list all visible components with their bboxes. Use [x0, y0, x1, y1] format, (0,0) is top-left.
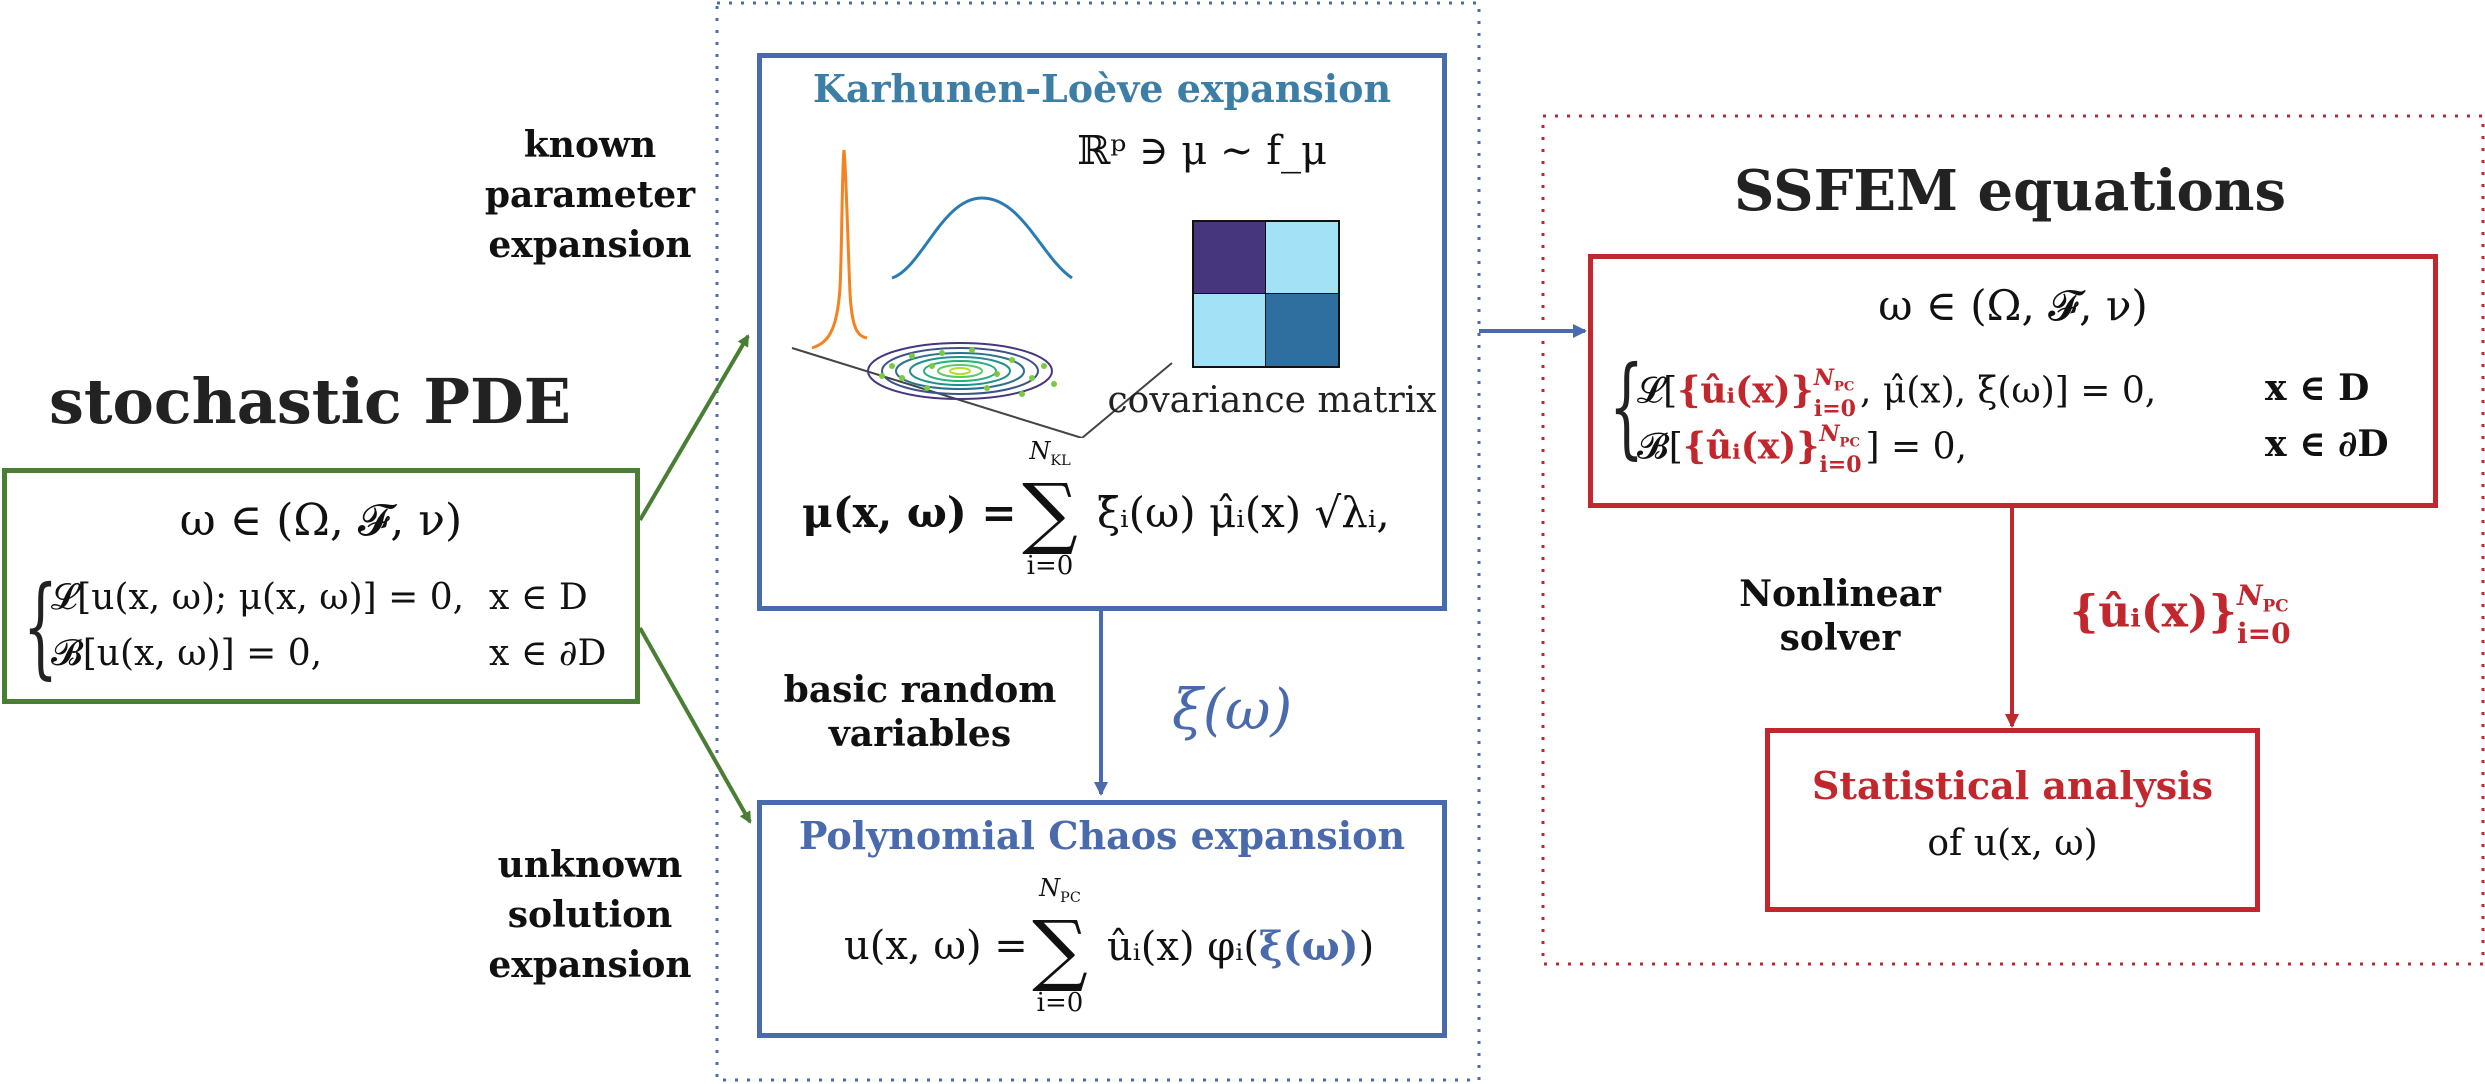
unknown-solution-label: unknown solution expansion	[488, 844, 692, 986]
left-brace: {	[23, 562, 58, 690]
basic-random-variables-label: basic random variables	[783, 669, 1057, 755]
left-eq1: 𝓛[u(x, ω); μ(x, ω)] = 0,	[51, 577, 465, 618]
right-dotted-frame	[1541, 114, 2485, 966]
stochastic-pde-box: ω ∈ (Ω, 𝓕, ν) { 𝓛[u(x, ω); μ(x, ω)] = 0,…	[2, 468, 640, 704]
pc-lhs: u(x, ω) =	[844, 923, 1028, 969]
ssfem-prob-space: ω ∈ (Ω, 𝓕, ν)	[1878, 281, 2148, 330]
kl-rhs: ξ̄ᵢ(ω) μ̂ᵢ(x) √λᵢ,	[1097, 488, 1390, 537]
kl-lhs: μ(x, ω) =	[802, 488, 1017, 537]
cov-cell-12	[1266, 222, 1338, 294]
left-eq2: 𝓑[u(x, ω)] = 0,	[51, 633, 323, 674]
arrow-to-pc	[638, 627, 752, 824]
kl-expansion-box: Karhunen-Loève expansion ℝᵖ ∋ μ ∼ f_μ	[757, 53, 1447, 611]
ssfem-eq2-domain: x ∈ ∂D	[2265, 423, 2389, 465]
arrow-to-kl	[638, 334, 750, 522]
cov-cell-22	[1266, 294, 1338, 366]
pc-sum: NPC ∑ i=0	[1032, 874, 1088, 1018]
known-parameter-label: known parameter expansion	[484, 124, 696, 266]
left-eq1-domain: x ∈ D	[489, 577, 588, 618]
xi-omega-label: ξ(ω)	[1172, 678, 1293, 743]
left-eq2-domain: x ∈ ∂D	[489, 633, 607, 674]
solution-set-label: {ûᵢ(x)} NPC i=0	[2070, 579, 2291, 650]
stochastic-pde-title: stochastic PDE	[49, 365, 571, 438]
stat-title: Statistical analysis	[1811, 763, 2214, 808]
ssfem-eq1-domain: x ∈ D	[2265, 367, 2370, 409]
kl-title: Karhunen-Loève expansion	[812, 66, 1392, 111]
kl-distribution-formula: ℝᵖ ∋ μ ∼ f_μ	[1076, 128, 1328, 174]
ssfem-brace: {	[1609, 342, 1644, 470]
cov-cell-11	[1194, 222, 1266, 294]
statistical-analysis-box: Statistical analysis of u(x, ω)	[1765, 728, 2260, 912]
covariance-matrix-graphic	[1192, 220, 1340, 368]
prob-space: ω ∈ (Ω, 𝓕, ν)	[179, 495, 463, 546]
kl-sum: NKL ∑ i=0	[1022, 437, 1078, 581]
distribution-illustration	[791, 149, 1173, 438]
ssfem-eq2: 𝓑[{ûᵢ(x)} NPC i=0] = 0,	[1637, 421, 1967, 479]
ssfem-title: SSFEM equations	[1733, 158, 2287, 224]
pc-title: Polynomial Chaos expansion	[798, 813, 1406, 858]
covariance-matrix-label: covariance matrix	[1107, 380, 1437, 421]
nonlinear-solver-label: Nonlinear solver	[1739, 573, 1941, 659]
stat-subtitle: of u(x, ω)	[1927, 823, 2098, 864]
cov-cell-21	[1194, 294, 1266, 366]
ssfem-box: ω ∈ (Ω, 𝓕, ν) { 𝓛[{ûᵢ(x)} NPC i=0, μ̂(x), …	[1588, 254, 2438, 508]
pc-rhs: ûᵢ(x) φᵢ(ξ(ω))	[1107, 923, 1375, 970]
pc-expansion-box: Polynomial Chaos expansion u(x, ω) = NPC…	[757, 800, 1447, 1038]
ssfem-eq1: 𝓛[{ûᵢ(x)} NPC i=0, μ̂(x), ξ(ω)] = 0,	[1637, 365, 2157, 423]
middle-dotted-frame	[715, 1, 1481, 1082]
